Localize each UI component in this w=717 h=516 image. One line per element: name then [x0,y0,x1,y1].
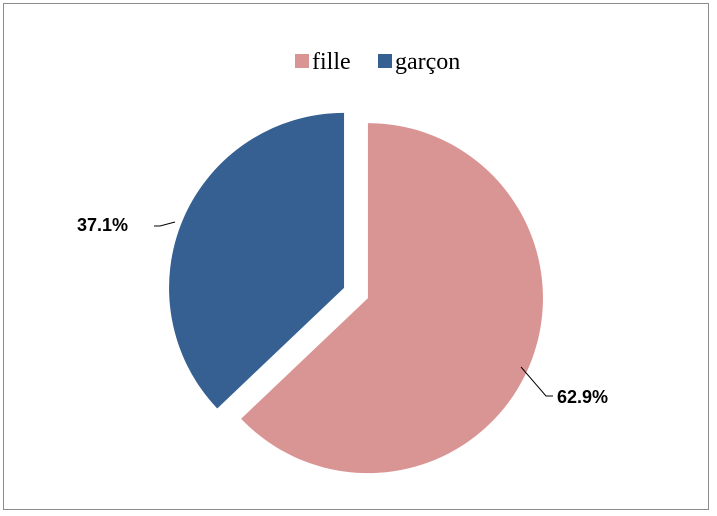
legend-label-garcon: garçon [395,49,460,75]
legend-swatch-fille [295,54,309,68]
legend-swatch-garcon [378,54,392,68]
data-label-garcon: 37.1% [77,215,128,235]
data-label-fille: 62.9% [557,387,608,407]
chart-legend: fille garçon [295,49,460,75]
leader-line-garcon [154,222,175,226]
pie-slices [169,113,543,473]
legend-label-fille: fille [312,49,351,75]
